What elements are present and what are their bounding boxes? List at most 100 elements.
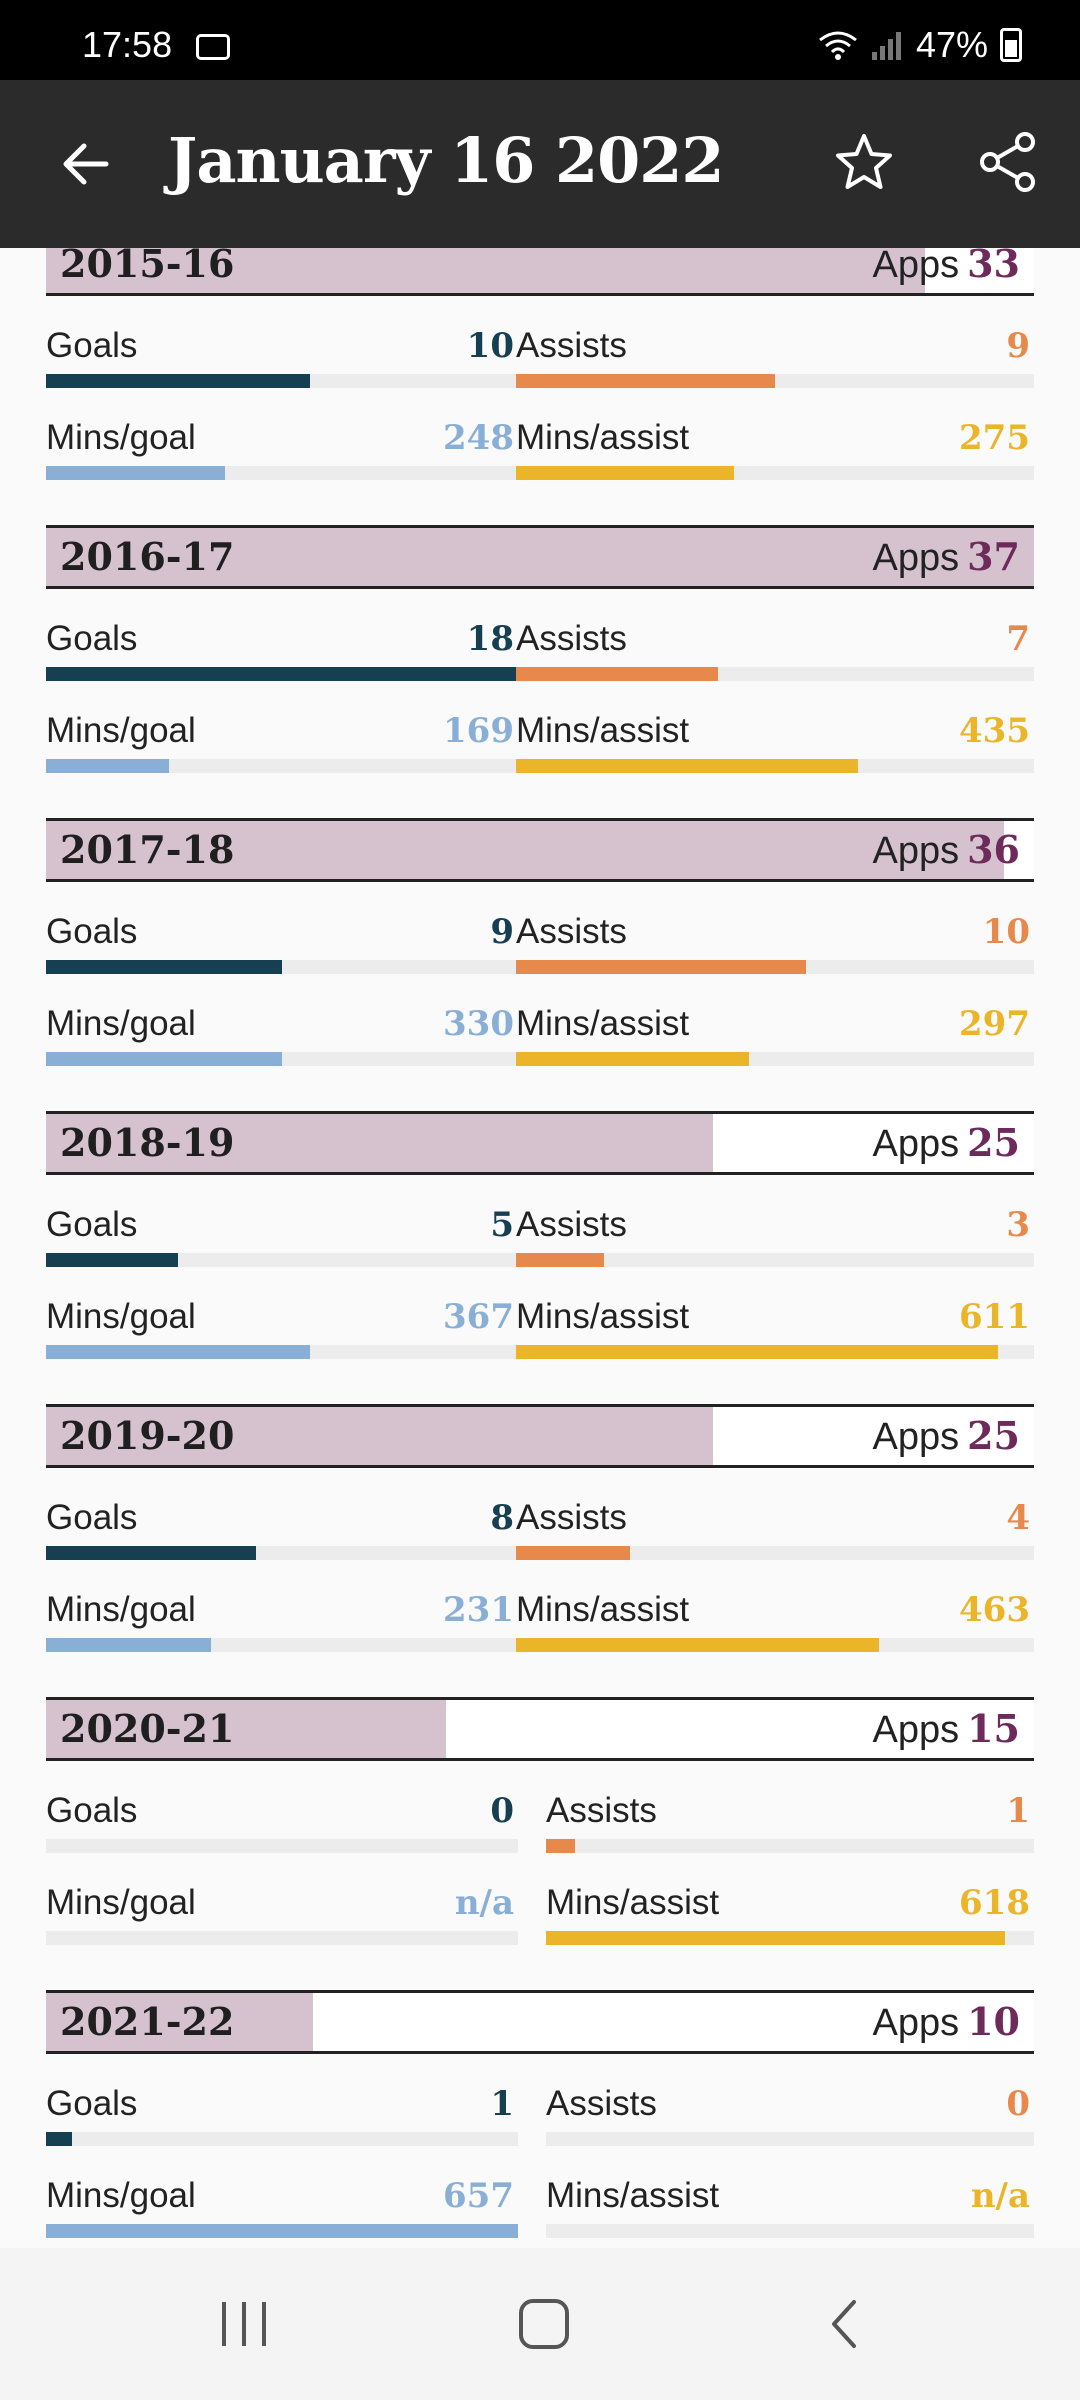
mins-goal-stat-track <box>46 1638 518 1652</box>
assists-stat-label: Assists <box>516 912 627 951</box>
season-label: 2020-21 <box>60 1706 235 1751</box>
mins-goal-stat-label: Mins/goal <box>46 1590 196 1629</box>
mins-assist-stat-track <box>546 2224 1034 2238</box>
signal-icon <box>871 32 901 60</box>
mins-assist-stat-value: 618 <box>959 1883 1030 1923</box>
recents-icon[interactable] <box>214 2296 274 2352</box>
goals-stat-track <box>46 1253 518 1267</box>
goals-stat: Goals 18 <box>46 619 518 681</box>
mins-assist-stat-label: Mins/assist <box>516 1004 690 1043</box>
mins-assist-stat: Mins/assist 463 <box>516 1590 1034 1652</box>
season-label: 2016-17 <box>60 534 235 579</box>
mins-assist-stat-bar <box>516 1345 998 1359</box>
goals-stat: Goals 8 <box>46 1498 518 1560</box>
mins-assist-stat: Mins/assist 611 <box>516 1297 1034 1359</box>
sim-icon <box>196 34 230 60</box>
status-right: 47% <box>818 24 1022 66</box>
mins-assist-stat-track <box>516 466 1034 480</box>
apps-label: Apps <box>872 2002 960 2044</box>
mins-assist-stat-bar <box>516 466 734 480</box>
mins-goal-stat: Mins/goal 657 <box>46 2176 518 2238</box>
wifi-icon <box>819 31 857 60</box>
goals-stat-value: 0 <box>490 1791 514 1831</box>
apps-value: 10 <box>967 1999 1020 2044</box>
goals-stat-value: 8 <box>490 1498 514 1538</box>
mins-goal-stat-label: Mins/goal <box>46 2176 196 2215</box>
apps-stat: Apps 10 <box>872 1999 1020 2045</box>
mins-goal-stat-value: 169 <box>443 711 514 751</box>
season-label: 2018-19 <box>60 1120 235 1165</box>
mins-goal-stat-bar <box>46 1052 282 1066</box>
mins-goal-stat-track <box>46 759 518 773</box>
mins-assist-stat-track <box>516 1345 1034 1359</box>
season-card: 2020-21 Apps 15 Goals 0 Assists 1 Mins/go… <box>46 1697 1034 1947</box>
mins-goal-stat-track <box>46 2224 518 2238</box>
goals-stat: Goals 10 <box>46 326 518 388</box>
assists-stat-value: 3 <box>1006 1205 1030 1245</box>
home-icon[interactable] <box>514 2296 574 2352</box>
mins-assist-stat: Mins/assist 297 <box>516 1004 1034 1066</box>
assists-stat-bar <box>516 1253 605 1267</box>
assists-stat-track <box>546 1839 1034 1853</box>
apps-label: Apps <box>872 1709 960 1751</box>
apps-label: Apps <box>872 1123 960 1165</box>
star-icon[interactable] <box>832 130 896 194</box>
season-label: 2017-18 <box>60 827 235 872</box>
assists-stat: Assists 7 <box>516 619 1034 681</box>
assists-stat-label: Assists <box>546 2084 657 2123</box>
mins-goal-stat: Mins/goal 169 <box>46 711 518 773</box>
goals-stat: Goals 0 <box>46 1791 518 1853</box>
assists-stat-value: 9 <box>1006 326 1030 366</box>
mins-goal-stat: Mins/goal 330 <box>46 1004 518 1066</box>
back-icon[interactable] <box>816 2296 876 2352</box>
back-arrow-icon[interactable] <box>56 134 116 194</box>
assists-stat-track <box>516 960 1034 974</box>
assists-stat: Assists 4 <box>516 1498 1034 1560</box>
mins-assist-stat: Mins/assist 435 <box>516 711 1034 773</box>
apps-bar <box>46 1993 313 2051</box>
apps-bar <box>46 528 1034 586</box>
goals-stat-label: Goals <box>46 2084 138 2123</box>
assists-stat-track <box>516 1253 1034 1267</box>
goals-stat-track <box>46 667 518 681</box>
mins-assist-stat-label: Mins/assist <box>546 1883 720 1922</box>
season-header: 2016-17 Apps 37 <box>46 525 1034 589</box>
mins-goal-stat: Mins/goal n/a <box>46 1883 518 1945</box>
season-list[interactable]: 2015-16 Apps 33 Goals 10 Assists 9 Mins/g… <box>0 248 1080 2248</box>
mins-goal-stat-bar <box>46 466 226 480</box>
goals-stat-track <box>46 1839 518 1853</box>
goals-stat-track <box>46 374 518 388</box>
mins-assist-stat-track <box>516 1052 1034 1066</box>
mins-goal-stat-value: 248 <box>443 418 514 458</box>
apps-value: 25 <box>967 1120 1020 1165</box>
apps-bar <box>46 821 1005 879</box>
apps-stat: Apps 15 <box>872 1706 1020 1752</box>
mins-assist-stat: Mins/assist 618 <box>546 1883 1034 1945</box>
assists-stat-label: Assists <box>516 1205 627 1244</box>
mins-goal-stat-track <box>46 1931 518 1945</box>
assists-stat-bar <box>546 1839 576 1853</box>
assists-stat: Assists 10 <box>516 912 1034 974</box>
mins-goal-stat-label: Mins/goal <box>46 1004 196 1043</box>
mins-assist-stat-value: 275 <box>959 418 1030 458</box>
apps-label: Apps <box>872 248 960 286</box>
battery-icon <box>1000 28 1022 62</box>
mins-assist-stat-bar <box>546 1931 1005 1945</box>
goals-stat-bar <box>46 2132 72 2146</box>
goals-stat-label: Goals <box>46 326 138 365</box>
apps-stat: Apps 36 <box>872 827 1020 873</box>
season-card: 2017-18 Apps 36 Goals 9 Assists 10 Mins/g… <box>46 818 1034 1068</box>
assists-stat-label: Assists <box>516 619 627 658</box>
season-card: 2019-20 Apps 25 Goals 8 Assists 4 Mins/go… <box>46 1404 1034 1654</box>
goals-stat-bar <box>46 1253 179 1267</box>
mins-assist-stat-bar <box>516 759 858 773</box>
season-label: 2021-22 <box>60 1999 235 2044</box>
battery-text: 47% <box>915 24 988 65</box>
assists-stat: Assists 3 <box>516 1205 1034 1267</box>
assists-stat-value: 4 <box>1006 1498 1030 1538</box>
assists-stat-value: 1 <box>1006 1791 1030 1831</box>
season-header: 2021-22 Apps 10 <box>46 1990 1034 2054</box>
mins-goal-stat-label: Mins/goal <box>46 1297 196 1336</box>
share-icon[interactable] <box>978 130 1038 194</box>
mins-goal-stat: Mins/goal 367 <box>46 1297 518 1359</box>
